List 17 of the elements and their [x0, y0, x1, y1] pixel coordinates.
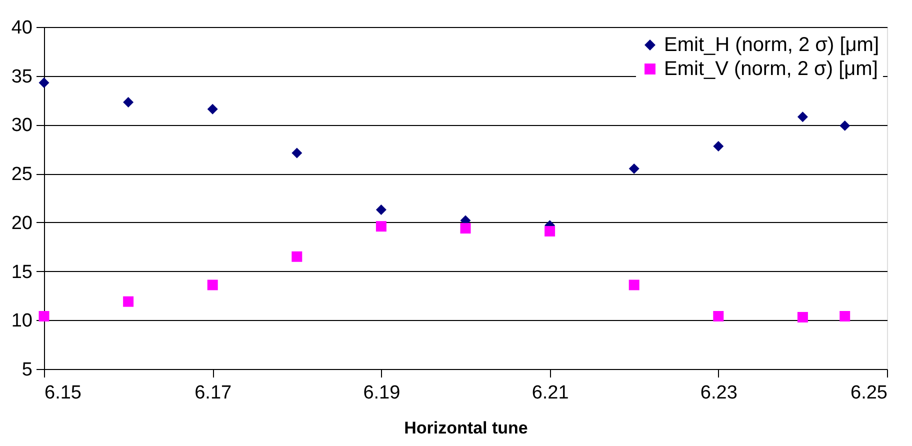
y-tick-label: 30 [11, 115, 32, 136]
y-tick-label: 10 [11, 310, 32, 332]
y-tick-label: 25 [11, 164, 32, 186]
x-tick-label: 6.15 [44, 382, 82, 404]
x-tick-label: 6.23 [700, 382, 738, 404]
y-tick-label: 40 [11, 18, 32, 38]
y-tick-label: 5 [22, 360, 32, 380]
y-tick-label: 15 [11, 262, 32, 283]
x-tick-label: 6.17 [194, 382, 232, 404]
x-axis-title: Horizontal tune [404, 418, 528, 438]
legend-label: Emit_H (norm, 2 σ) [μm] [664, 34, 879, 56]
y-tick-label: 20 [11, 212, 32, 234]
legend-label: Emit_V (norm, 2 σ) [μm] [664, 58, 878, 80]
y-tick-label: 35 [11, 66, 32, 88]
x-tick-label: 6.21 [532, 382, 569, 404]
x-tick-label: 6.19 [363, 382, 400, 404]
x-tick-label: 6.25 [850, 382, 888, 404]
